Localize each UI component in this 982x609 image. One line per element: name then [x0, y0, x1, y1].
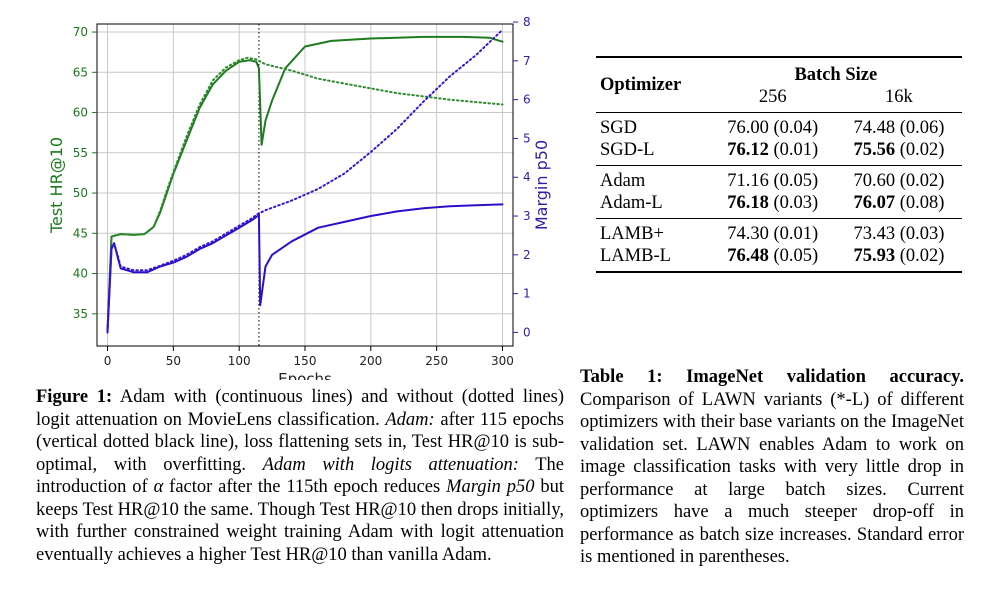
cell-stderr: (0.01) — [768, 224, 819, 244]
cell-256: 76.18 (0.03) — [710, 192, 836, 219]
x-tick-label: 250 — [425, 354, 448, 368]
table-row: LAMB-L 76.48 (0.05) 75.93 (0.02) — [596, 245, 962, 273]
cell-16k: 74.48 (0.06) — [835, 112, 962, 139]
figure-caption-alpha: α — [153, 477, 164, 497]
figure-caption-text: factor after the 115th epoch reduces — [163, 477, 447, 497]
cell-value: 73.43 — [853, 224, 896, 244]
y-right-tick-label: 8 — [523, 15, 531, 29]
y-right-tick-label: 6 — [523, 93, 531, 107]
optimizer-name: SGD — [596, 112, 710, 139]
x-tick-label: 50 — [166, 354, 181, 368]
series-margin-p50-solid — [106, 203, 504, 334]
cell-stderr: (0.02) — [895, 246, 945, 266]
table-subheader-row: 256 16k — [596, 86, 962, 113]
figure-caption-text: The introduction of — [36, 454, 564, 498]
optimizer-name: LAMB+ — [596, 218, 710, 245]
y-left-axis-label: Test HR@10 — [47, 137, 66, 234]
y-right-tick-label: 3 — [523, 209, 531, 223]
y-left-tick-label: 35 — [73, 307, 88, 321]
cell-value: 76.00 — [727, 118, 769, 138]
optimizer-name: Adam-L — [600, 193, 663, 213]
cell-256: 76.48 (0.05) — [709, 245, 836, 273]
header-col-16k: 16k — [885, 87, 913, 107]
cell-stderr: (0.08) — [895, 193, 945, 213]
x-tick-label: 200 — [359, 354, 382, 368]
y-right-axis-label: Margin p50 — [532, 140, 551, 230]
x-tick-label: 300 — [491, 354, 514, 368]
series-margin-p50-dotted — [106, 28, 504, 334]
cell-256: 71.16 (0.05) — [709, 165, 836, 192]
results-table: Optimizer Batch Size 256 16k SGD 76.00 (0… — [596, 56, 962, 273]
figure-caption-text: but keeps Test HR@10 the same. Though Te… — [36, 477, 565, 565]
cell-256: 76.12 (0.01) — [710, 139, 836, 166]
x-tick-label: 150 — [294, 354, 317, 368]
cell-value: 76.18 — [727, 193, 769, 213]
y-right-tick-label: 2 — [523, 248, 531, 262]
cell-stderr: (0.05) — [768, 171, 819, 191]
x-tick-label: 100 — [228, 354, 251, 368]
cell-stderr: (0.04) — [768, 118, 819, 138]
y-right-tick-label: 4 — [523, 170, 531, 184]
table-row: SGD 76.00 (0.04) 74.48 (0.06) — [596, 112, 962, 139]
table-row: Adam 71.16 (0.05) 70.60 (0.02) — [596, 165, 962, 192]
header-optimizer: Optimizer — [596, 56, 710, 113]
y-left-tick-label: 60 — [73, 106, 88, 120]
cell-value: 75.93 — [853, 246, 896, 266]
y-left-tick-label: 45 — [73, 226, 88, 240]
table-1-caption: Table 1: ImageNet validation accuracy. C… — [580, 366, 964, 569]
y-left-tick-label: 55 — [73, 146, 88, 160]
table-row: SGD-L 76.12 (0.01) 75.56 (0.02) — [596, 139, 962, 166]
optimizer-name: Adam — [596, 165, 710, 192]
cell-stderr: (0.06) — [895, 118, 945, 138]
figure-caption-emph: Adam with logits attenuation: — [262, 454, 519, 475]
cell-stderr: (0.03) — [768, 193, 819, 213]
figure-caption-text: Adam with (continuous lines) and without… — [36, 387, 564, 430]
header-col-256: 256 — [758, 87, 787, 107]
cell-value: 71.16 — [727, 171, 769, 191]
cell-stderr: (0.05) — [768, 246, 819, 266]
cell-value: 74.30 — [727, 224, 769, 244]
x-axis-label: Epochs — [278, 370, 332, 380]
table-caption-label: Table 1: ImageNet validation accuracy. — [580, 367, 964, 387]
figure-1-caption: Figure 1: Adam with (continuous lines) a… — [36, 386, 564, 566]
y-left-tick-label: 40 — [73, 267, 88, 281]
cell-stderr: (0.03) — [895, 224, 945, 244]
cell-value: 76.12 — [727, 140, 769, 160]
cell-256: 74.30 (0.01) — [709, 218, 836, 245]
y-left-tick-label: 50 — [73, 186, 88, 200]
cell-256: 76.00 (0.04) — [709, 112, 836, 139]
y-right-tick-label: 5 — [523, 131, 531, 145]
y-right-tick-label: 0 — [523, 325, 531, 339]
cell-value: 76.48 — [727, 246, 769, 266]
cell-16k: 75.93 (0.02) — [835, 245, 962, 273]
table-header-row: Optimizer Batch Size — [596, 56, 962, 113]
cell-stderr: (0.02) — [895, 140, 945, 160]
y-right-tick-label: 1 — [523, 287, 531, 301]
cell-16k: 70.60 (0.02) — [835, 165, 962, 192]
cell-16k: 76.07 (0.08) — [836, 192, 962, 219]
cell-stderr: (0.02) — [895, 171, 945, 191]
figure-caption-text: after 115 epochs (vertical dotted black … — [36, 409, 564, 475]
y-right-tick-label: 7 — [523, 54, 531, 68]
y-left-tick-label: 70 — [73, 25, 88, 39]
cell-value: 74.48 — [853, 118, 896, 138]
figure-caption-emph: Adam: — [385, 409, 435, 430]
header-batch-size: Batch Size — [709, 56, 962, 86]
optimizer-name: LAMB-L — [596, 245, 710, 273]
figure-caption-label: Figure 1: — [36, 387, 113, 407]
table-caption-text: Comparison of LAWN variants (*-L) of dif… — [580, 389, 964, 568]
x-tick-label: 0 — [104, 354, 112, 368]
cell-value: 75.56 — [853, 140, 896, 160]
cell-16k: 75.56 (0.02) — [836, 139, 962, 166]
cell-value: 76.07 — [853, 193, 896, 213]
cell-value: 70.60 — [853, 171, 896, 191]
cell-16k: 73.43 (0.03) — [835, 218, 962, 245]
figure-caption-emph: Margin p50 — [446, 477, 535, 497]
table-row: LAMB+ 74.30 (0.01) 73.43 (0.03) — [596, 218, 962, 245]
figure-1-chart: 0 50 100 150 200 250 3003540455055606570012345… — [47, 15, 551, 380]
y-left-tick-label: 65 — [73, 65, 88, 79]
optimizer-name: SGD-L — [600, 140, 655, 160]
table-row: Adam-L 76.18 (0.03) 76.07 (0.08) — [596, 192, 962, 219]
cell-stderr: (0.01) — [768, 140, 819, 160]
